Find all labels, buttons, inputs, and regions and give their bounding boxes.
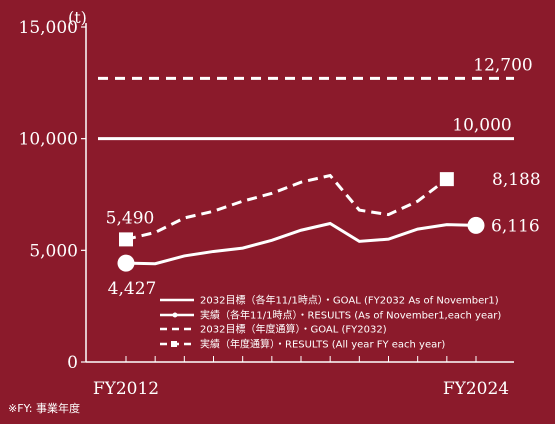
data-label: 4,427 (108, 279, 157, 299)
marker-square (119, 232, 133, 247)
legend-entry: 2032目標（各年11/1時点）・GOAL (FY2032 As of Nove… (200, 294, 499, 307)
legend-marker (172, 312, 178, 318)
y-tick-label: 10,000 (19, 130, 78, 150)
y-tick-label: 0 (67, 353, 78, 373)
y-tick-label: 15,000 (19, 18, 78, 38)
marker-circle (467, 216, 485, 234)
data-label: 12,700 (473, 55, 532, 75)
data-label: 5,490 (106, 208, 155, 228)
series-results-fy-line (125, 173, 448, 241)
footnote: ※FY: 事業年度 (8, 401, 80, 415)
marker-circle (117, 254, 135, 272)
unit-label: (t) (68, 8, 87, 27)
legend-entry: 実績（年度通算）・RESULTS (All year FY each year) (200, 338, 445, 351)
series-results-nov-line (125, 221, 477, 266)
legend-marker (171, 341, 177, 347)
data-label: 6,116 (491, 216, 540, 236)
x-axis-start-label: FY2012 (93, 379, 159, 399)
legend-entry: 2032目標（年度通算）・GOAL (FY2032) (200, 323, 387, 336)
x-axis-end-label: FY2024 (443, 379, 509, 399)
data-label: 10,000 (452, 116, 511, 136)
marker-square (439, 172, 454, 187)
y-tick-label: 5,000 (29, 241, 78, 261)
legend-entry: 実績（各年11/1時点）・RESULTS (As of November1,ea… (200, 309, 501, 322)
data-label: 8,188 (492, 170, 541, 190)
